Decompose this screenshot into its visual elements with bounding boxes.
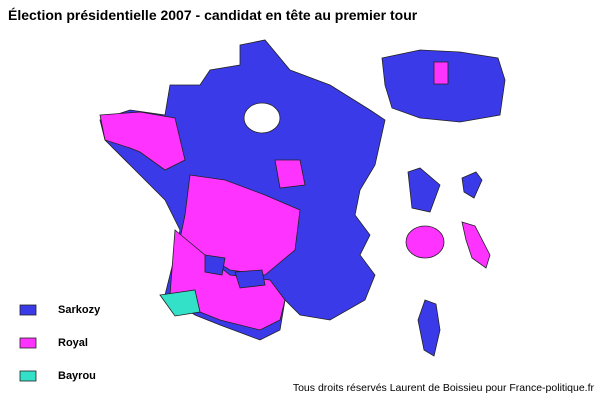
paris-area: [243, 102, 281, 134]
legend-label: Sarkozy: [58, 304, 101, 316]
credit: Tous droits réservés Laurent de Boissieu…: [293, 382, 595, 394]
corsica: [417, 299, 441, 357]
reunion: [405, 225, 445, 259]
ile-de-france: [381, 49, 506, 123]
legend-label: Bayrou: [58, 370, 96, 382]
pyrenees-atlantiques: [159, 289, 201, 317]
legend-label: Royal: [58, 337, 88, 349]
map-title: Élection présidentielle 2007 - candidat …: [8, 7, 418, 23]
legend-swatch: [19, 337, 37, 349]
guadeloupe: [461, 171, 483, 199]
legend-swatch: [19, 370, 37, 382]
legend: Sarkozy Royal Bayrou: [19, 304, 101, 382]
enclave: [204, 254, 226, 276]
martinique: [461, 221, 491, 269]
enclave: [234, 269, 266, 289]
guyane: [407, 167, 441, 213]
paris: [433, 61, 449, 85]
brittany: [99, 111, 186, 171]
legend-swatch: [19, 304, 37, 316]
map: [99, 39, 506, 357]
cher: [274, 159, 306, 189]
